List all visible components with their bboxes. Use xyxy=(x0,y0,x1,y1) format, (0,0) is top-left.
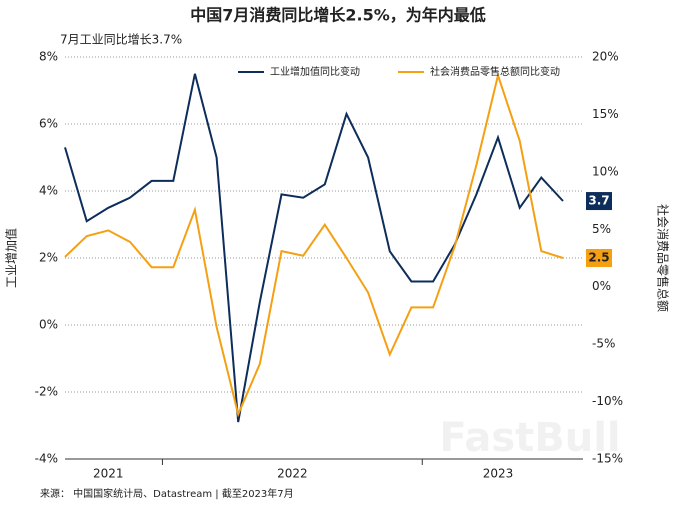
source-note: 来源： 中国国家统计局、Datastream | 截至2023年7月 xyxy=(40,487,294,500)
end-label: 3.7 xyxy=(588,194,609,208)
end-label: 2.5 xyxy=(588,251,609,265)
end-label-box xyxy=(586,249,612,267)
series-line xyxy=(64,73,564,423)
x-group-label: 2021 xyxy=(93,467,124,481)
end-label-box xyxy=(586,192,612,211)
chart-title: 中国7月消费同比增长2.5%，为年内最低 xyxy=(190,6,486,25)
y-tick-label: -2% xyxy=(35,385,58,399)
y2-tick-label: 15% xyxy=(592,107,619,121)
x-group-label: 2022 xyxy=(277,467,308,481)
y-tick-label: -4% xyxy=(35,452,58,466)
y2-tick-label: -15% xyxy=(592,452,623,466)
y-tick-label: 8% xyxy=(39,50,58,64)
y-tick-label: 4% xyxy=(39,184,58,198)
x-group-label: 2023 xyxy=(483,467,514,481)
y2-tick-label: 20% xyxy=(592,50,619,64)
y2-tick-label: -10% xyxy=(592,394,623,408)
y2-tick-label: 5% xyxy=(592,222,611,236)
series-line xyxy=(64,71,564,418)
y-tick-label: 2% xyxy=(39,251,58,265)
legend-label: 社会消费品零售总额同比变动 xyxy=(430,65,560,78)
watermark: FastBull xyxy=(439,415,620,461)
y2-tick-label: 10% xyxy=(592,164,619,178)
chart-subtitle: 7月工业同比增长3.7% xyxy=(60,33,182,47)
legend-label: 工业增加值同比变动 xyxy=(270,65,360,78)
y2-tick-label: 0% xyxy=(592,279,611,293)
y-axis-label: 工业增加值 xyxy=(4,228,19,288)
y-tick-label: 6% xyxy=(39,117,58,131)
y2-tick-label: -5% xyxy=(592,337,615,351)
y-tick-label: 0% xyxy=(39,318,58,332)
y2-axis-label: 社会消费品零售总额 xyxy=(656,204,671,312)
